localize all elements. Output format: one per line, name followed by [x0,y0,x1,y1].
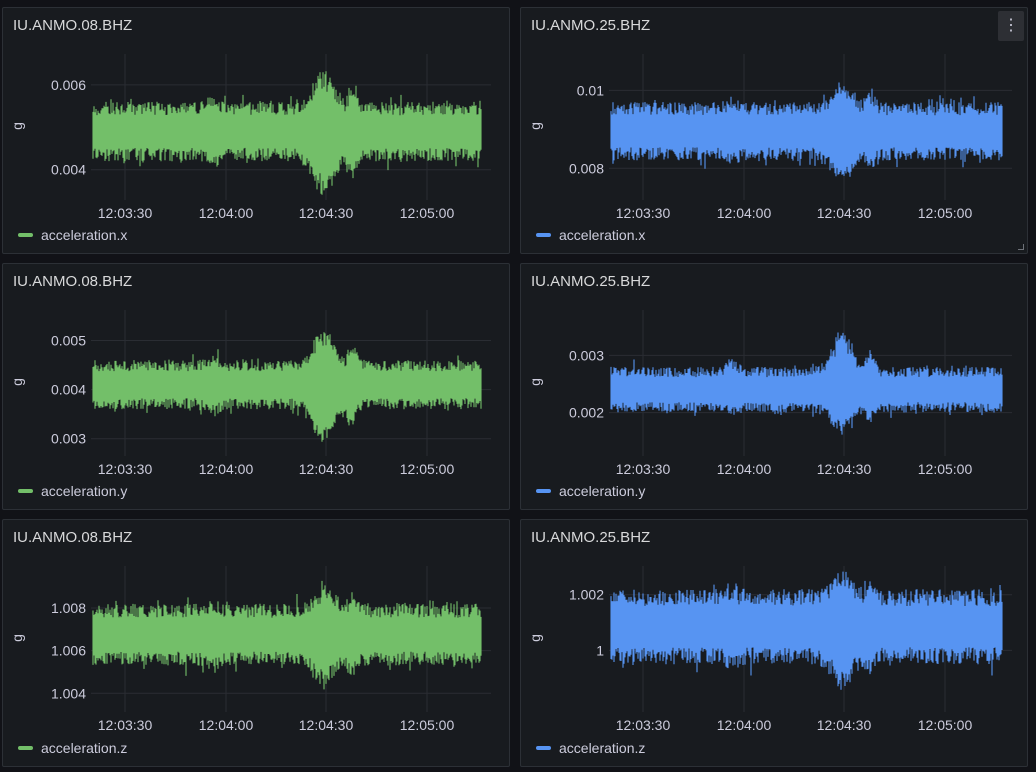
y-tick-label: 1.008 [51,600,86,616]
legend-swatch [536,489,551,493]
legend-label: acceleration.x [559,227,646,243]
legend-item[interactable]: acceleration.z [536,740,645,756]
y-axis-unit: g [9,634,25,642]
series-line [610,82,1003,177]
x-tick-label: 12:04:00 [717,205,772,221]
x-tick-label: 12:05:00 [918,717,973,733]
x-tick-label: 12:04:30 [299,461,354,477]
x-tick-label: 12:04:30 [299,205,354,221]
y-tick-label: 1.006 [51,643,86,659]
series-waveform [92,71,482,195]
x-tick-label: 12:04:30 [817,717,872,733]
legend-item[interactable]: acceleration.y [18,483,127,499]
x-tick-label: 12:04:00 [717,461,772,477]
vertical-ellipsis-icon[interactable]: ⋮ [998,11,1024,41]
y-tick-label: 1 [596,642,604,658]
panel-title[interactable]: IU.ANMO.25.BHZ [531,17,651,34]
legend-item[interactable]: acceleration.z [18,740,127,756]
series-line [92,71,482,195]
chart-anmo25-x[interactable]: 0.01 0.008 g 12:03:30 12:04:00 12:04:30 12:05:… [521,48,1028,223]
legend-swatch [536,233,551,237]
chart-anmo08-z[interactable]: 1.008 1.006 1.004 g 12:03:30 12:04:00 12:04:30… [3,560,510,736]
y-tick-label: 0.006 [51,77,86,93]
panel-title[interactable]: IU.ANMO.25.BHZ [531,529,651,546]
series-waveform [92,580,482,690]
panel-anmo08-z[interactable]: IU.ANMO.08.BHZ 1.008 1.006 1.004 g 12:03:30 1… [2,519,510,767]
x-tick-label: 12:05:00 [918,205,973,221]
chart-anmo25-y[interactable]: 0.003 0.002 g 12:03:30 12:04:00 12:04:30 12:05… [521,304,1028,479]
x-tick-label: 12:04:30 [817,205,872,221]
chart-anmo08-x[interactable]: 0.006 0.004 g 12:03:30 12:04:00 12:04:30 12:05… [3,48,510,223]
series-waveform [92,332,482,442]
x-tick-label: 12:03:30 [616,461,671,477]
x-tick-label: 12:04:30 [299,717,354,733]
panel-title[interactable]: IU.ANMO.25.BHZ [531,273,651,290]
panel-anmo08-y[interactable]: IU.ANMO.08.BHZ 0.005 0.004 0.003 g 12:03:30 1… [2,263,510,510]
panel-anmo25-y[interactable]: IU.ANMO.25.BHZ 0.003 0.002 g 12:03:30 12:04:… [520,263,1028,510]
legend-swatch [18,746,33,750]
y-tick-label: 0.004 [51,162,86,178]
x-tick-label: 12:04:30 [817,461,872,477]
series-waveform [610,82,1003,177]
x-tick-label: 12:05:00 [400,205,455,221]
legend-label: acceleration.z [41,740,128,756]
y-tick-label: 0.002 [569,405,604,421]
x-tick-label: 12:05:00 [400,461,455,477]
legend-item[interactable]: acceleration.x [536,227,645,243]
series-waveform [610,332,1003,435]
y-axis-unit: g [9,378,25,386]
x-tick-label: 12:03:30 [98,717,153,733]
chart-anmo08-y[interactable]: 0.005 0.004 0.003 g 12:03:30 12:04:00 12:04:30… [3,304,510,479]
legend-swatch [536,746,551,750]
series-line [610,571,1003,690]
legend-swatch [18,233,33,237]
legend-label: acceleration.z [559,740,646,756]
legend-swatch [18,489,33,493]
x-tick-label: 12:03:30 [616,205,671,221]
panel-anmo25-x[interactable]: IU.ANMO.25.BHZ ⋮ 0.01 0.008 g 12:03:30 12:04… [520,7,1028,254]
y-axis-unit: g [527,634,543,642]
y-axis-unit: g [527,122,543,130]
panel-anmo25-z[interactable]: IU.ANMO.25.BHZ 1.002 1 g 12:03:30 12:04:00 12… [520,519,1028,767]
x-tick-label: 12:04:00 [717,717,772,733]
y-tick-label: 0.008 [569,160,604,176]
y-tick-label: 0.003 [51,431,86,447]
chart-anmo25-z[interactable]: 1.002 1 g 12:03:30 12:04:00 12:04:30 12:05:00 [521,560,1028,736]
x-tick-label: 12:03:30 [98,205,153,221]
y-axis-unit: g [527,378,543,386]
x-tick-label: 12:05:00 [400,717,455,733]
panel-title[interactable]: IU.ANMO.08.BHZ [13,273,133,290]
y-tick-label: 0.005 [51,332,86,348]
series-waveform [610,571,1003,690]
x-tick-label: 12:03:30 [98,461,153,477]
y-tick-label: 0.01 [577,82,604,98]
y-axis-unit: g [9,122,25,130]
x-tick-label: 12:03:30 [616,717,671,733]
y-tick-label: 1.004 [51,685,86,701]
x-tick-label: 12:04:00 [199,717,254,733]
x-tick-label: 12:04:00 [199,461,254,477]
series-line [610,332,1003,435]
resize-handle-icon[interactable] [1018,244,1024,250]
legend-label: acceleration.y [559,483,646,499]
panel-title[interactable]: IU.ANMO.08.BHZ [13,529,133,546]
series-line [92,580,482,690]
y-tick-label: 1.002 [569,587,604,603]
y-tick-label: 0.003 [569,347,604,363]
legend-item[interactable]: acceleration.x [18,227,127,243]
x-tick-label: 12:05:00 [918,461,973,477]
x-tick-label: 12:04:00 [199,205,254,221]
series-line [92,332,482,442]
panel-anmo08-x[interactable]: IU.ANMO.08.BHZ 0.006 0.004 g 12:03:30 12:04:… [2,7,510,254]
panel-title[interactable]: IU.ANMO.08.BHZ [13,17,133,34]
y-tick-label: 0.004 [51,382,86,398]
legend-item[interactable]: acceleration.y [536,483,645,499]
legend-label: acceleration.x [41,227,128,243]
legend-label: acceleration.y [41,483,128,499]
